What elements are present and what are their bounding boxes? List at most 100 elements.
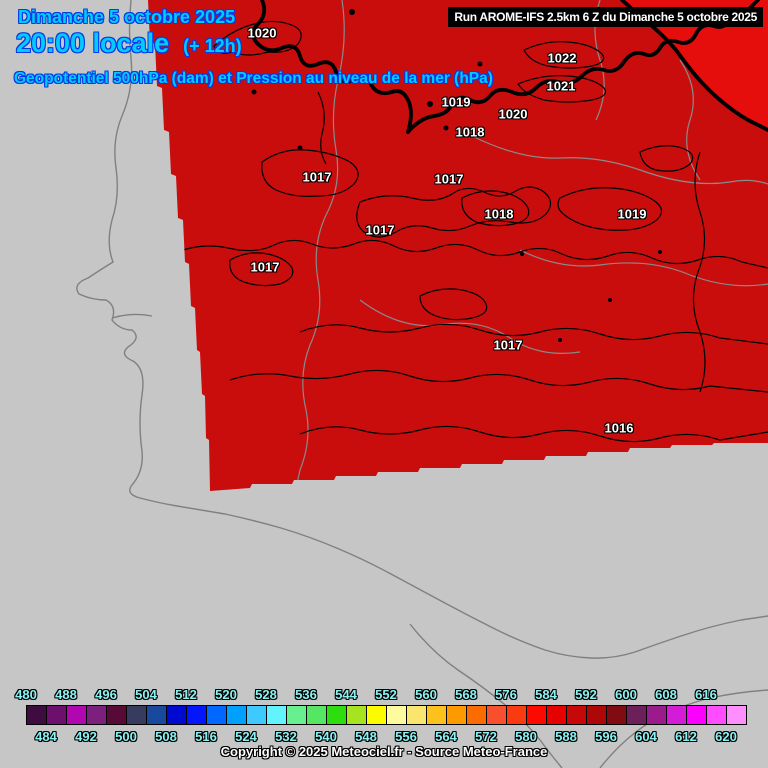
scale-label-608: 608 — [655, 687, 677, 702]
scale-cell-584 — [547, 706, 567, 724]
coastline-portugal — [76, 0, 768, 659]
scale-cell-620 — [727, 706, 746, 724]
scale-cell-508 — [167, 706, 187, 724]
isobar-contour — [229, 369, 768, 393]
scale-label-536: 536 — [295, 687, 317, 702]
scale-label-604: 604 — [635, 729, 657, 744]
scale-cell-500 — [127, 706, 147, 724]
scale-label-548: 548 — [355, 729, 377, 744]
scale-cell-552 — [387, 706, 407, 724]
scale-label-564: 564 — [435, 729, 457, 744]
scale-cell-480 — [27, 706, 47, 724]
scale-cell-532 — [287, 706, 307, 724]
scale-label-512: 512 — [175, 687, 197, 702]
scale-cell-536 — [307, 706, 327, 724]
isobar-contour — [229, 252, 294, 287]
forecast-offset: (+ 12h) — [183, 36, 242, 56]
scale-cell-540 — [327, 706, 347, 724]
pressure-label: 1017 — [250, 259, 280, 275]
scale-cell-608 — [667, 706, 687, 724]
isobar-contour — [299, 425, 768, 443]
scale-cell-560 — [427, 706, 447, 724]
scale-label-588: 588 — [555, 729, 577, 744]
isobar-contour — [356, 186, 552, 238]
time-title: 20:00 locale (+ 12h) — [16, 28, 242, 59]
scale-label-580: 580 — [515, 729, 537, 744]
scale-label-620: 620 — [715, 729, 737, 744]
scale-cell-528 — [267, 706, 287, 724]
coastline-tagus-estuary — [111, 313, 153, 319]
scale-label-528: 528 — [255, 687, 277, 702]
scale-cell-596 — [607, 706, 627, 724]
scale-label-500: 500 — [115, 729, 137, 744]
border-line — [519, 249, 768, 287]
scale-label-540: 540 — [315, 729, 337, 744]
isobar-contour — [299, 323, 768, 345]
pressure-label: 1021 — [546, 78, 576, 94]
isobar-contour — [317, 91, 327, 165]
pressure-label: 1017 — [302, 169, 332, 185]
scale-label-556: 556 — [395, 729, 417, 744]
isobar-contour — [419, 288, 488, 321]
pressure-label: 1018 — [484, 206, 514, 222]
scale-label-504: 504 — [135, 687, 157, 702]
scale-label-568: 568 — [455, 687, 477, 702]
scale-cell-572 — [487, 706, 507, 724]
border-line — [469, 134, 768, 185]
isobar-contour — [523, 41, 605, 69]
scale-cell-524 — [247, 706, 267, 724]
pressure-label: 1020 — [247, 25, 277, 41]
scale-label-596: 596 — [595, 729, 617, 744]
scale-label-492: 492 — [75, 729, 97, 744]
scale-cell-520 — [227, 706, 247, 724]
copyright-text: Copyright © 2025 Meteociel.fr - Source M… — [220, 744, 548, 759]
scale-label-508: 508 — [155, 729, 177, 744]
coastline-cadiz — [409, 623, 563, 768]
date-title: Dimanche 5 octobre 2025 — [18, 7, 236, 27]
scale-cell-564 — [447, 706, 467, 724]
pressure-label: 1016 — [604, 420, 634, 436]
pressure-label: 1017 — [434, 171, 464, 187]
scale-label-576: 576 — [495, 687, 517, 702]
scale-cell-600 — [627, 706, 647, 724]
scale-label-616: 616 — [695, 687, 717, 702]
isobar-contour — [171, 239, 768, 269]
contour-speck — [427, 101, 433, 107]
contour-speck — [477, 61, 483, 67]
scale-cell-592 — [587, 706, 607, 724]
geopotential-fill-584 — [622, 0, 768, 130]
scale-cell-492 — [87, 706, 107, 724]
pressure-label: 1017 — [365, 222, 395, 238]
thick-geopotential-contour — [406, 0, 760, 134]
isobar-contour — [557, 187, 663, 231]
scale-label-560: 560 — [415, 687, 437, 702]
isobar-contour — [692, 151, 706, 393]
thick-geopotential-contour — [251, 0, 413, 134]
contour-speck — [443, 125, 449, 131]
run-info-banner: Run AROME-IFS 2.5km 6 Z du Dimanche 5 oc… — [448, 7, 763, 27]
local-time: 20:00 locale — [16, 28, 170, 58]
isobar-contour — [213, 20, 302, 56]
scale-cell-512 — [187, 706, 207, 724]
scale-label-520: 520 — [215, 687, 237, 702]
isobar-contour-group — [171, 20, 768, 443]
isobar-contour — [261, 149, 359, 197]
pressure-label: 1019 — [617, 206, 647, 222]
scale-cell-484 — [47, 706, 67, 724]
scale-cell-516 — [207, 706, 227, 724]
scale-label-612: 612 — [675, 729, 697, 744]
scale-label-544: 544 — [335, 687, 357, 702]
model-domain-group — [148, 0, 768, 491]
contour-speck — [658, 250, 662, 254]
scale-cell-488 — [67, 706, 87, 724]
pressure-label: 1017 — [493, 337, 523, 353]
contour-speck-group — [251, 9, 662, 342]
scale-label-496: 496 — [95, 687, 117, 702]
scale-label-480: 480 — [15, 687, 37, 702]
scale-label-488: 488 — [55, 687, 77, 702]
contour-speck — [251, 89, 257, 95]
parameter-title: Geopotentiel 500hPa (dam) et Pression au… — [14, 70, 493, 87]
isobar-contour — [639, 145, 694, 172]
scale-cell-580 — [527, 706, 547, 724]
contour-speck — [558, 338, 562, 342]
